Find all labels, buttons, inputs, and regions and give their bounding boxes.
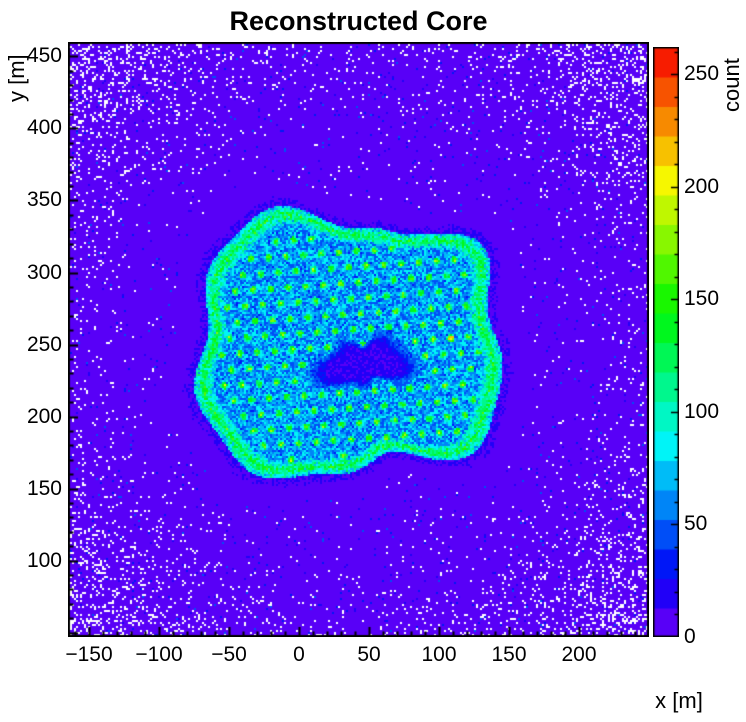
heatmap-canvas (68, 42, 649, 637)
x-tick-label: 50 (357, 643, 381, 666)
x-tick-label: −50 (211, 643, 247, 666)
y-tick-label: 450 (26, 44, 62, 68)
chart-title: Reconstructed Core (229, 6, 488, 36)
colorbar-tick-label: 0 (684, 625, 696, 648)
x-tick-label: 200 (561, 643, 597, 666)
x-tick-label: 100 (421, 643, 457, 666)
y-tick-label: 150 (26, 476, 62, 500)
x-tick-label: −100 (135, 643, 183, 666)
x-axis-label: x [m] (655, 688, 703, 713)
y-tick-label: 300 (26, 260, 62, 284)
x-tick-label: 150 (491, 643, 527, 666)
y-tick-label: 100 (26, 548, 62, 572)
colorbar-canvas (653, 47, 679, 637)
y-tick-label: 400 (26, 116, 62, 140)
x-tick-label: −150 (65, 643, 113, 666)
x-tick-label: 0 (293, 643, 305, 666)
colorbar-tick-label: 100 (684, 399, 720, 423)
y-tick-label: 250 (26, 332, 62, 356)
colorbar-tick-label: 50 (684, 512, 708, 536)
colorbar-tick-label: 150 (684, 287, 720, 311)
y-tick-label: 350 (26, 188, 62, 212)
colorbar-tick-label: 200 (684, 174, 720, 198)
colorbar-tick-label: 250 (684, 62, 720, 86)
y-tick-label: 200 (26, 404, 62, 428)
